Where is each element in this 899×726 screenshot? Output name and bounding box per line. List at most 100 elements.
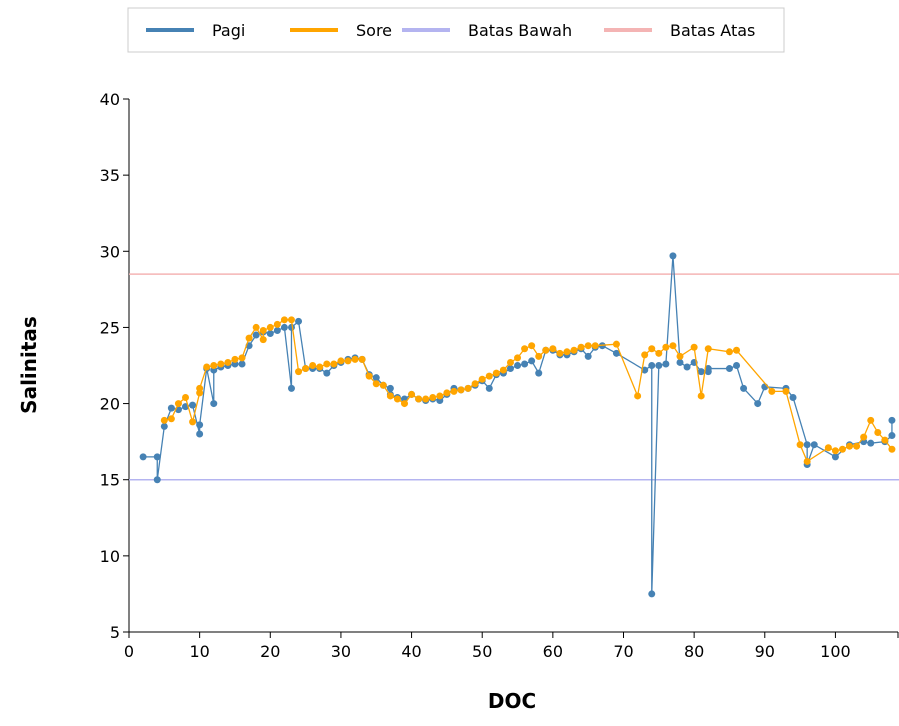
- data-point: [577, 343, 585, 351]
- data-point: [295, 317, 303, 325]
- data-point: [789, 393, 797, 401]
- data-point: [888, 416, 896, 424]
- data-point: [853, 442, 861, 450]
- data-point: [379, 381, 387, 389]
- data-point: [358, 355, 366, 363]
- data-point: [443, 389, 451, 397]
- data-point: [386, 392, 394, 400]
- x-tick-label: 60: [543, 642, 563, 661]
- data-point: [252, 331, 260, 339]
- data-point: [245, 334, 253, 342]
- data-point: [521, 345, 529, 353]
- data-point: [330, 360, 338, 368]
- data-point: [655, 362, 663, 369]
- data-point: [450, 387, 458, 395]
- x-tick-label: 20: [260, 642, 280, 661]
- data-point: [485, 384, 493, 392]
- data-point: [612, 349, 620, 357]
- data-point: [591, 342, 599, 350]
- data-point: [725, 365, 733, 373]
- data-point: [528, 357, 536, 365]
- data-point: [662, 343, 670, 351]
- legend-label: Sore: [356, 21, 392, 40]
- data-point: [196, 430, 204, 438]
- data-point: [174, 400, 182, 408]
- data-point: [683, 363, 691, 371]
- data-point: [238, 354, 246, 362]
- data-point: [457, 386, 465, 394]
- data-point: [196, 384, 204, 392]
- y-tick-label: 10: [100, 547, 120, 566]
- data-point: [160, 416, 168, 424]
- y-tick-label: 20: [100, 395, 120, 414]
- data-point: [690, 343, 698, 351]
- data-point: [514, 362, 522, 369]
- x-axis-title: DOC: [488, 689, 536, 713]
- x-tick-label: 70: [613, 642, 633, 661]
- data-point: [733, 346, 741, 354]
- data-point: [846, 442, 854, 450]
- y-tick-label: 40: [100, 90, 120, 109]
- data-point: [528, 342, 536, 350]
- data-point: [867, 416, 875, 424]
- data-point: [584, 342, 592, 350]
- data-point: [796, 441, 804, 449]
- data-point: [803, 441, 811, 449]
- data-point: [210, 400, 218, 408]
- data-point: [429, 393, 437, 401]
- data-point: [768, 387, 776, 395]
- data-point: [217, 360, 225, 368]
- data-point: [535, 369, 543, 377]
- data-point: [464, 384, 472, 392]
- data-point: [612, 340, 620, 348]
- data-point: [309, 362, 317, 369]
- data-point: [273, 320, 281, 328]
- data-point: [210, 362, 218, 369]
- data-point: [280, 316, 288, 324]
- data-point: [874, 429, 882, 437]
- data-point: [485, 372, 493, 380]
- data-point: [549, 345, 557, 353]
- data-point: [803, 457, 811, 465]
- data-point: [422, 395, 430, 403]
- legend-label: Pagi: [212, 21, 245, 40]
- data-point: [506, 358, 514, 366]
- data-point: [259, 336, 267, 344]
- data-point: [810, 441, 818, 449]
- data-point: [266, 323, 274, 331]
- data-point: [676, 352, 684, 360]
- data-point: [888, 432, 896, 440]
- x-tick-label: 10: [189, 642, 209, 661]
- data-point: [782, 387, 790, 395]
- data-point: [697, 392, 705, 400]
- legend-label: Batas Atas: [670, 21, 755, 40]
- data-point: [153, 453, 161, 461]
- data-point: [860, 433, 868, 441]
- data-point: [521, 360, 529, 368]
- data-point: [167, 404, 175, 412]
- data-point: [393, 395, 401, 403]
- data-point: [287, 323, 295, 331]
- data-point: [492, 369, 500, 377]
- data-point: [436, 392, 444, 400]
- x-tick-label: 40: [401, 642, 421, 661]
- data-point: [556, 349, 564, 357]
- data-point: [648, 345, 656, 353]
- data-point: [372, 380, 380, 388]
- y-tick-label: 25: [100, 318, 120, 337]
- data-point: [740, 384, 748, 392]
- data-point: [704, 345, 712, 353]
- data-point: [386, 384, 394, 392]
- data-point: [365, 372, 373, 380]
- data-point: [160, 422, 168, 430]
- series-line: [143, 255, 893, 594]
- legend-label: Batas Bawah: [468, 21, 572, 40]
- data-point: [231, 355, 239, 363]
- data-point: [634, 392, 642, 400]
- data-point: [295, 368, 303, 376]
- x-tick-label: 90: [755, 642, 775, 661]
- data-point: [506, 365, 514, 373]
- data-point: [167, 415, 175, 423]
- data-point: [238, 360, 246, 368]
- x-tick-label: 100: [820, 642, 851, 661]
